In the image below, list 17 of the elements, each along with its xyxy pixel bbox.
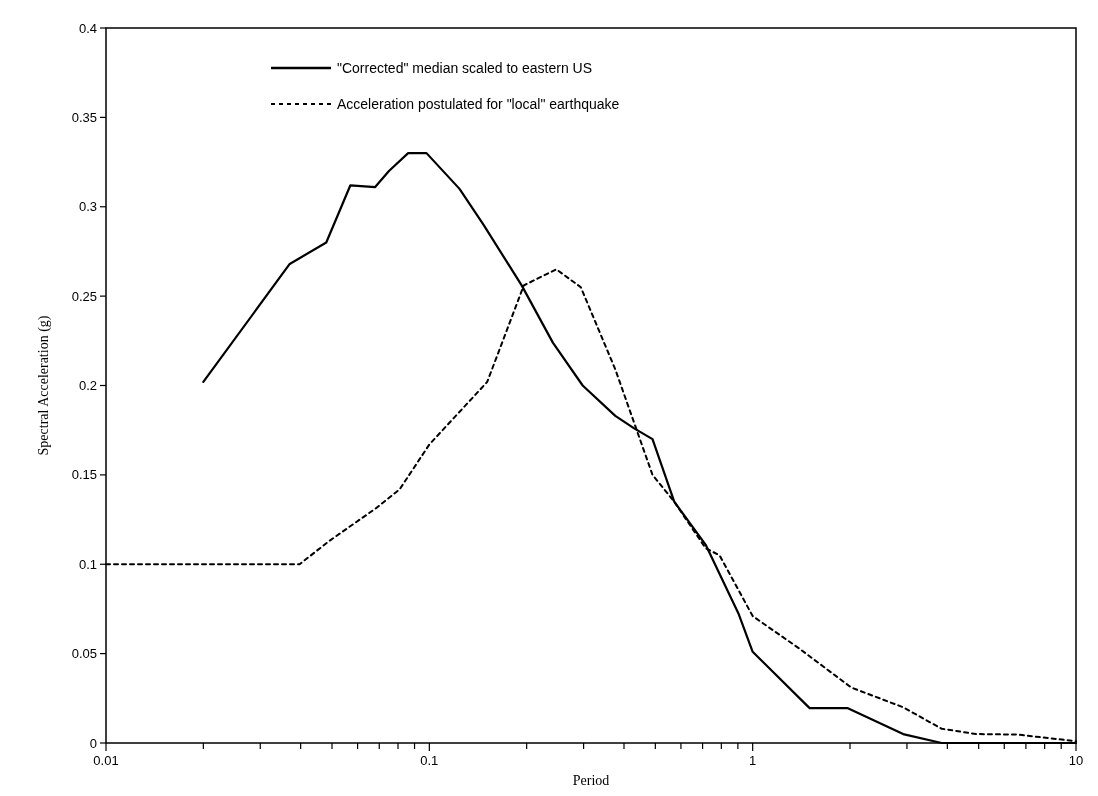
y-tick-label: 0.4 [78,20,97,36]
legend-label: "Corrected" median scaled to eastern US [337,60,593,76]
x-tick-label: 1 [749,753,757,768]
x-axis-title: Period [572,773,610,788]
legend-label: Acceleration postulated for "local" earthquake [337,96,620,112]
y-tick-label: 0.3 [78,199,97,215]
y-tick-label: 0 [89,735,97,751]
y-axis-title: Spectral Acceleration (g) [36,315,52,456]
x-tick-label: 0.01 [93,753,119,768]
x-tick-label: 10 [1068,753,1084,768]
y-tick-label: 0.05 [71,646,97,662]
y-tick-label: 0.2 [78,378,97,393]
y-tick-label: 0.35 [71,109,97,125]
y-tick-label: 0.25 [71,288,97,304]
y-tick-label: 0.15 [71,467,97,483]
x-tick-label: 0.1 [420,753,439,768]
y-tick-label: 0.1 [78,556,97,572]
